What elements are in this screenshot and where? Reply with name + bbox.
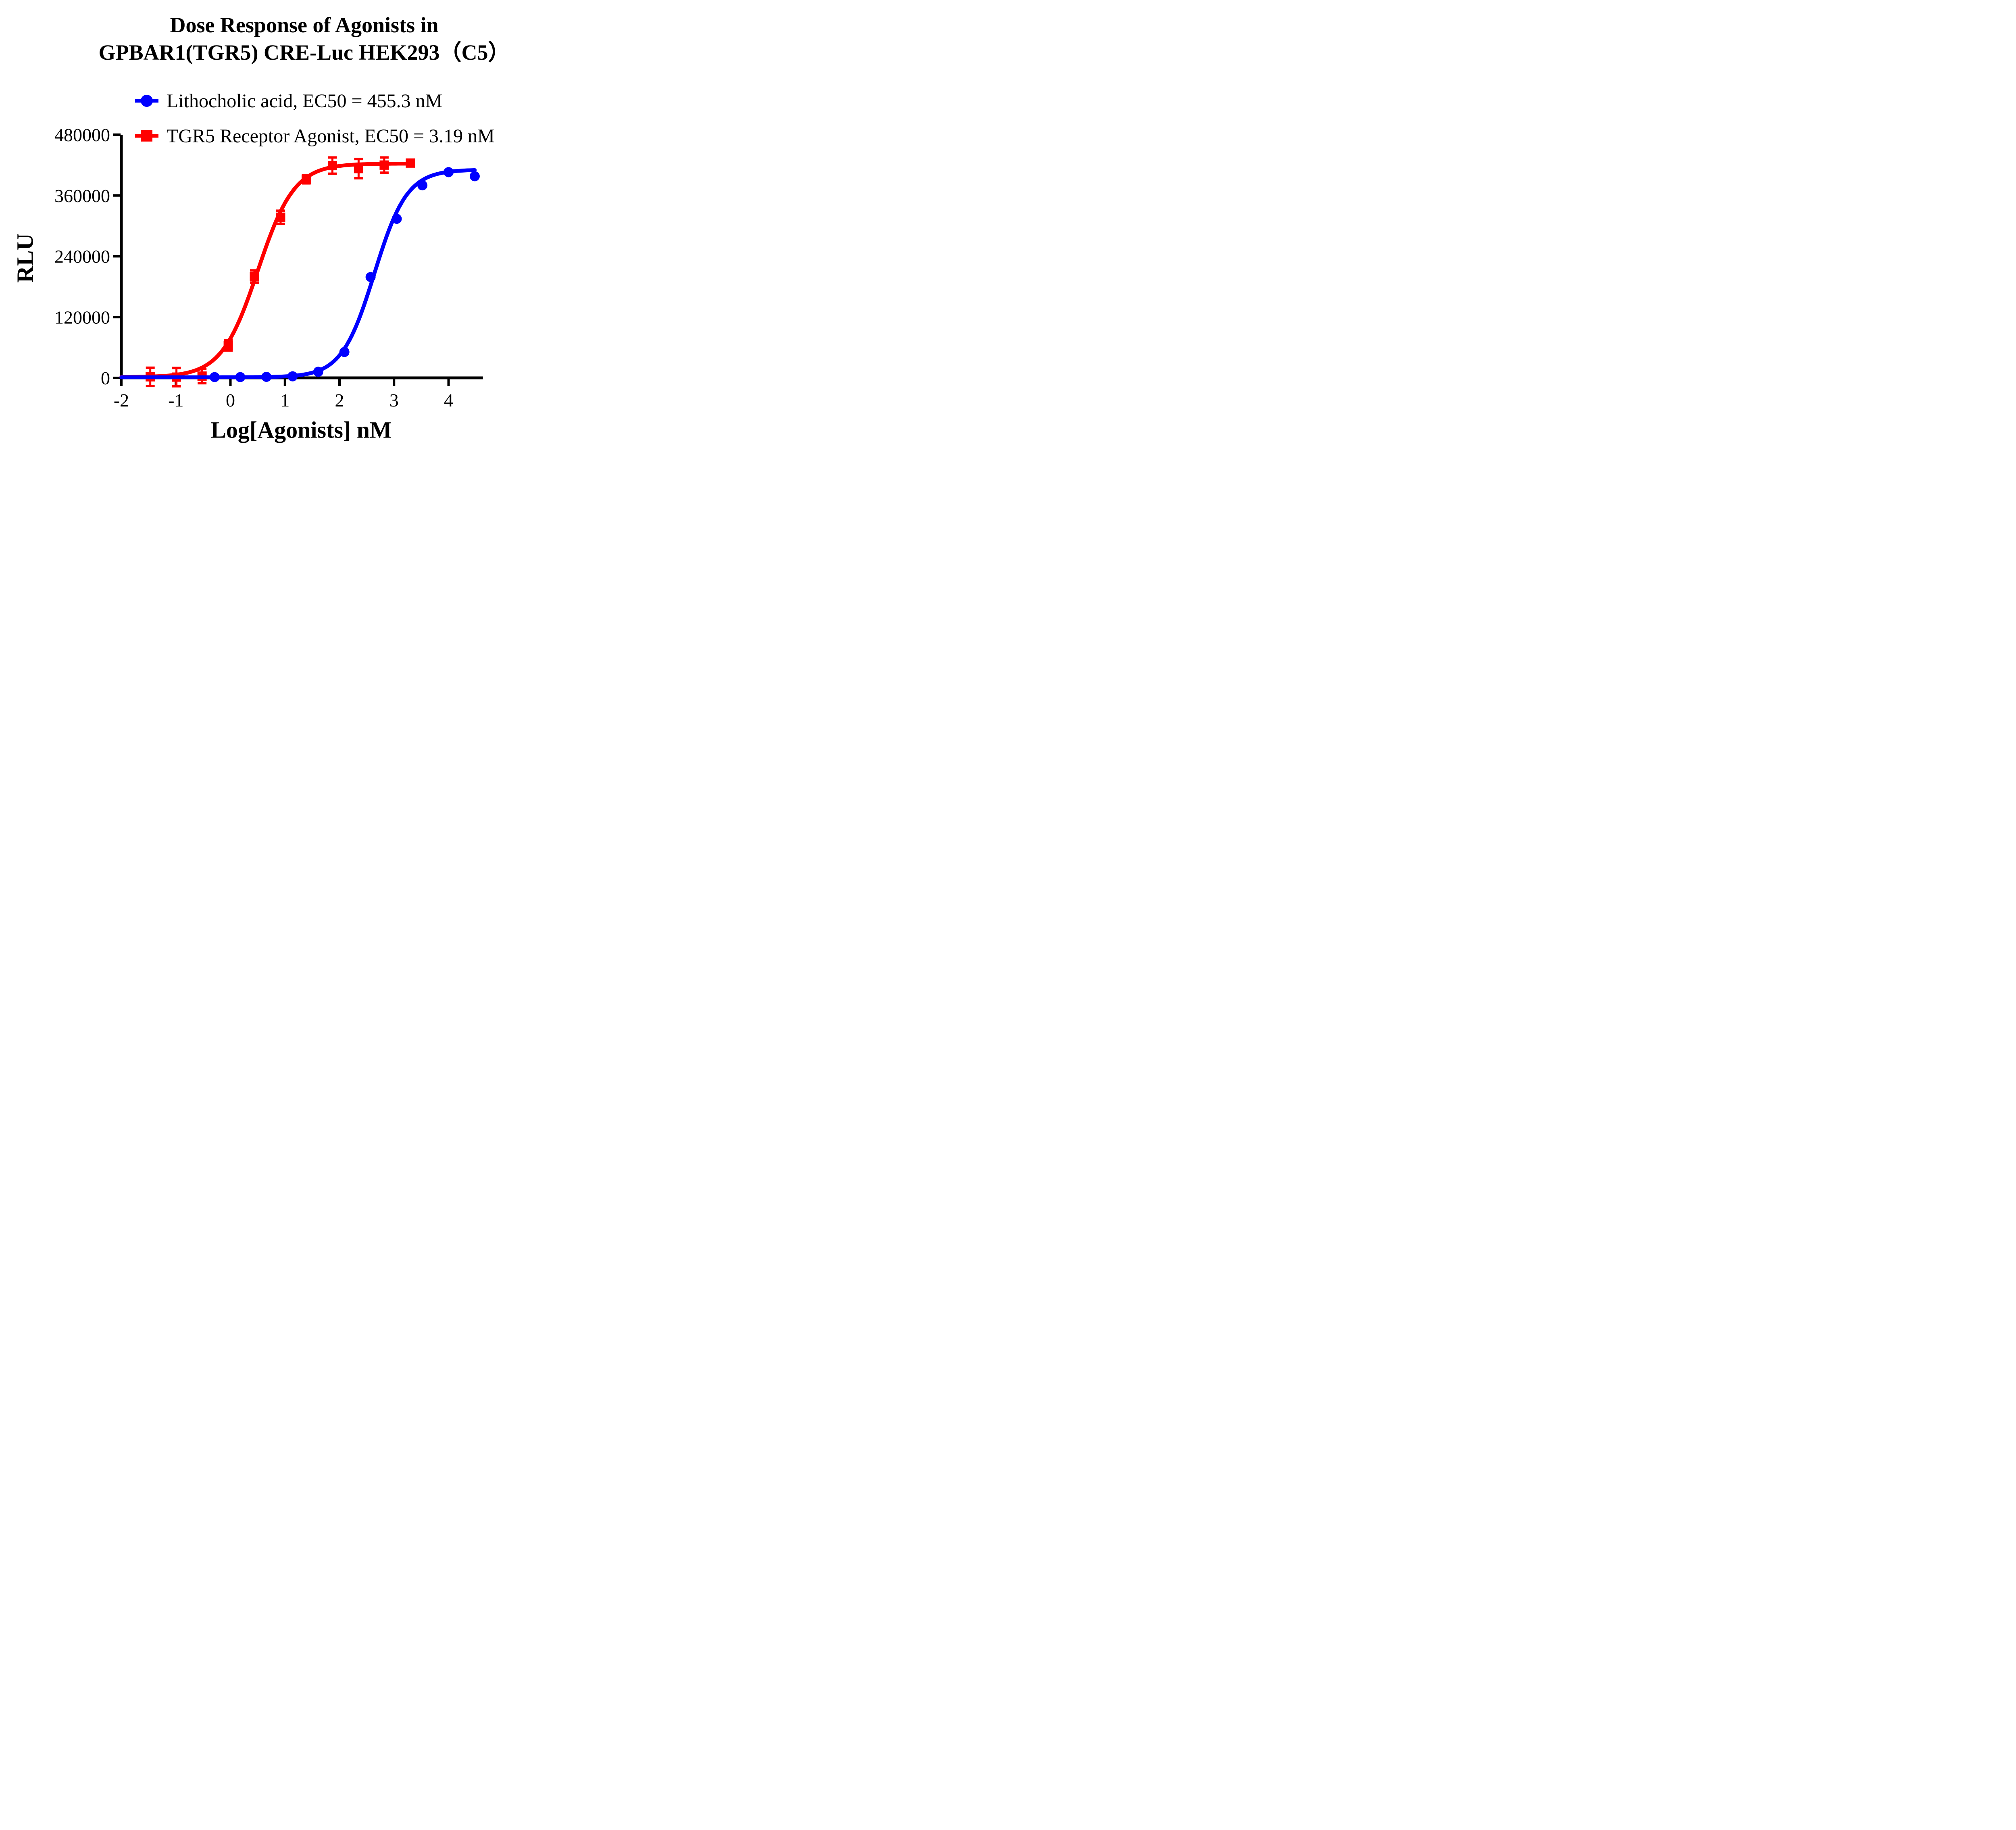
data-point: [235, 372, 246, 382]
legend-circle: [141, 95, 153, 107]
x-tick-label: -2: [114, 390, 129, 411]
y-tick-label: 0: [101, 368, 110, 388]
data-point: [209, 372, 220, 382]
x-axis-label: Log[Agonists] nM: [210, 417, 392, 443]
data-point: [223, 341, 233, 350]
data-point: [417, 180, 428, 191]
data-point: [250, 272, 259, 281]
x-tick-label: 2: [335, 390, 344, 411]
series-lithocholic-acid: [119, 167, 480, 382]
y-axis-label: RLU: [12, 233, 38, 283]
square-marker-icon: [135, 130, 158, 142]
plot-area: -2 -1 0 1 2 3 4 0 120000 240000 360000 480000: [54, 125, 483, 411]
series-tgr5-agonist: [119, 156, 415, 388]
x-tick-label: 1: [280, 390, 289, 411]
chart-title: Dose Response of Agonists in GPBAR1(TGR5…: [73, 11, 536, 66]
data-point: [379, 160, 389, 170]
axes: [120, 135, 483, 379]
legend-label-lithocholic-acid: Lithocholic acid, EC50 = 455.3 nM: [167, 90, 443, 112]
legend-item-tgr5-agonist: TGR5 Receptor Agonist, EC50 = 3.19 nM: [135, 125, 495, 147]
fit-curve: [119, 161, 412, 379]
y-tick-label: 480000: [54, 125, 110, 145]
data-point: [392, 214, 402, 224]
data-point: [365, 272, 376, 282]
x-tick-label: 4: [444, 390, 453, 411]
data-point: [287, 371, 298, 381]
y-tick-label: 240000: [54, 246, 110, 267]
ticks: -2 -1 0 1 2 3 4 0 120000 240000 360000 480000: [54, 125, 453, 411]
legend-item-lithocholic-acid: Lithocholic acid, EC50 = 455.3 nM: [135, 90, 495, 112]
chart-title-line1: Dose Response of Agonists in: [170, 13, 439, 37]
data-point: [469, 171, 480, 181]
dose-response-figure: Dose Response of Agonists in GPBAR1(TGR5…: [0, 0, 536, 457]
data-point: [444, 167, 454, 177]
x-tick-label: 3: [389, 390, 399, 411]
data-point: [276, 213, 285, 222]
fit-curve: [119, 168, 477, 379]
chart-title-line2: GPBAR1(TGR5) CRE-Luc HEK293（C5）: [98, 40, 510, 65]
data-point: [313, 367, 323, 377]
legend-label-tgr5-agonist: TGR5 Receptor Agonist, EC50 = 3.19 nM: [167, 125, 495, 147]
data-point: [339, 347, 350, 357]
x-tick-label: -1: [168, 390, 183, 411]
data-point: [406, 158, 415, 168]
y-tick-label: 360000: [54, 186, 110, 206]
circle-marker-icon: [135, 95, 158, 107]
data-point: [354, 164, 363, 173]
data-point: [261, 371, 272, 382]
y-tick-label: 120000: [54, 307, 110, 327]
data-point: [327, 161, 337, 171]
legend: Lithocholic acid, EC50 = 455.3 nM TGR5 R…: [135, 90, 495, 160]
legend-square: [141, 130, 152, 142]
data-point: [301, 175, 311, 184]
x-tick-label: 0: [226, 390, 235, 411]
